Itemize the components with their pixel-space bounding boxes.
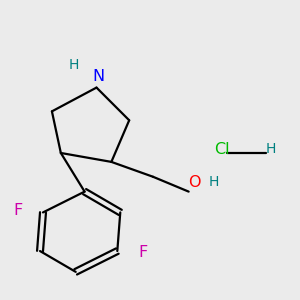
Text: F: F [138, 245, 147, 260]
Text: N: N [92, 69, 104, 84]
Text: H: H [266, 142, 277, 156]
Text: F: F [13, 203, 22, 218]
Text: H: H [209, 175, 219, 189]
Text: O: O [188, 175, 201, 190]
Text: H: H [69, 58, 80, 72]
Text: Cl: Cl [214, 142, 230, 157]
